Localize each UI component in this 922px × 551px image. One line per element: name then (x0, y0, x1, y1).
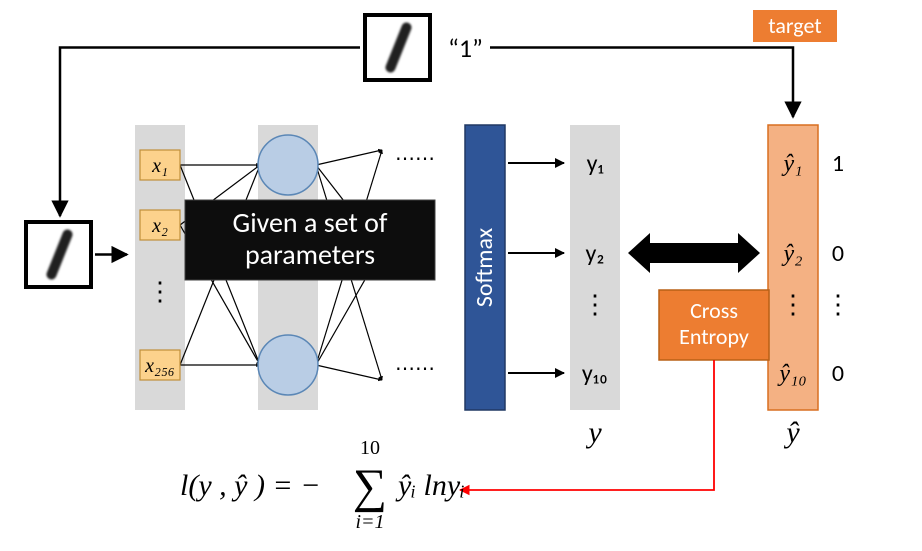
formula-lhs: l(y , ŷ ) = − (180, 469, 320, 502)
cross-entropy-label-1: Cross (690, 297, 738, 324)
y-output-1: y₂ (586, 239, 605, 268)
formula-sum-top: 10 (360, 437, 380, 459)
input-node-label-1: x₂ (151, 215, 168, 237)
yhat-vector-label: ŷ (783, 416, 800, 449)
yhat-dots: ⋮ (780, 290, 806, 319)
params-overlay-line2: parameters (245, 237, 375, 272)
target-value-0: 1 (832, 149, 844, 178)
one-quoted-label: “1” (448, 32, 483, 64)
layer-hdots-1: ⋯⋯ (395, 357, 435, 381)
target-value-1: 0 (832, 239, 844, 268)
target-value-2: 0 (832, 359, 844, 388)
hidden-neuron-0 (258, 135, 318, 195)
formula-sum-bottom: i=1 (355, 511, 384, 533)
yhat-output-0: ŷ₁ (782, 151, 803, 177)
input-node-label-2: x₂₅₆ (144, 355, 175, 377)
input-node-label-0: x₁ (151, 155, 168, 177)
params-overlay-line1: Given a set of (233, 205, 388, 240)
yhat-output-1: ŷ₂ (782, 241, 803, 267)
target-dots: ⋮ (825, 290, 851, 319)
y-dots: ⋮ (582, 290, 608, 319)
yhat-output-2: ŷ₁₀ (777, 361, 806, 387)
cross-entropy-label-2: Entropy (679, 323, 749, 350)
hidden-neuron-1 (258, 335, 318, 395)
formula-sigma: ∑ (353, 460, 387, 513)
diagram-root: ⋮ x₁ x₂ x₂₅₆ ⋮ ⋯⋯ ⋯⋯ Softmax y₁ y₂ y₁₀ ⋮ y ŷ₁ 1 ŷ₂ 0 ŷ₁₀ 0… (0, 0, 922, 551)
input-dots: ⋮ (147, 277, 173, 306)
softmax-label: Softmax (470, 227, 499, 307)
y-output-0: y₁ (587, 149, 604, 178)
y-output-2: y₁₀ (582, 359, 608, 388)
formula-rhs: ŷᵢ lnyᵢ (395, 469, 465, 502)
y-vector-label: y (585, 416, 602, 449)
target-badge-label: target (768, 12, 821, 39)
layer-hdots-0: ⋯⋯ (395, 147, 435, 171)
